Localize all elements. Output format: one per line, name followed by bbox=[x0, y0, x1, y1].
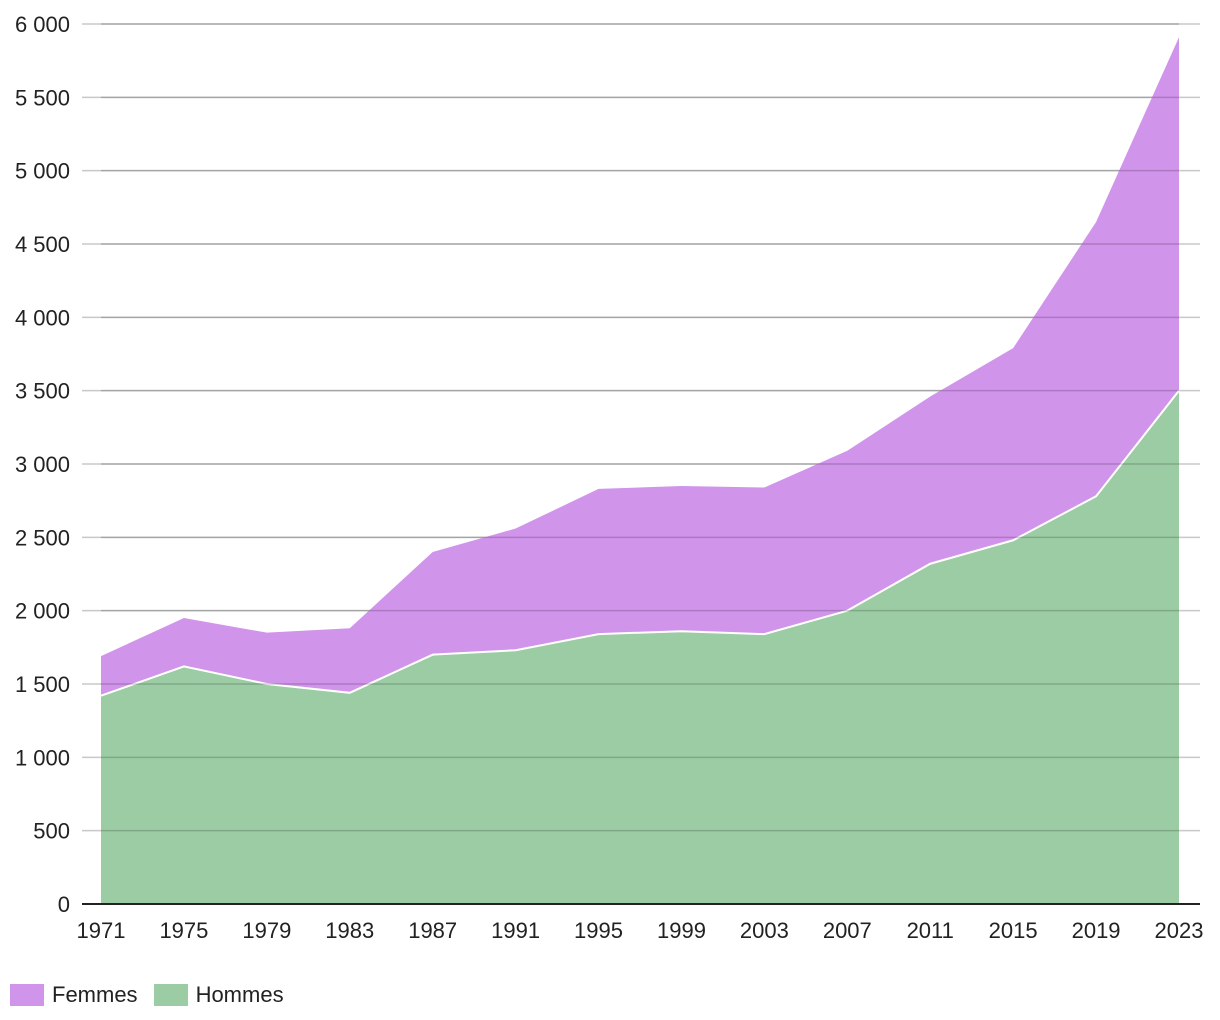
x-tick-label: 1987 bbox=[408, 918, 457, 943]
y-tick-label: 1 000 bbox=[15, 745, 70, 770]
x-tick-label: 2015 bbox=[989, 918, 1038, 943]
x-tick-label: 1971 bbox=[77, 918, 126, 943]
y-tick-label: 4 000 bbox=[15, 305, 70, 330]
y-tick-label: 500 bbox=[33, 819, 70, 844]
x-tick-label: 2003 bbox=[740, 918, 789, 943]
x-tick-label: 2011 bbox=[907, 918, 954, 943]
x-tick-label: 1975 bbox=[159, 918, 208, 943]
legend-label-femmes: Femmes bbox=[52, 982, 138, 1007]
x-tick-label: 1995 bbox=[574, 918, 623, 943]
x-tick-label: 2019 bbox=[1072, 918, 1121, 943]
x-tick-label: 2023 bbox=[1155, 918, 1204, 943]
x-tick-label: 2007 bbox=[823, 918, 872, 943]
area-chart: 0 500 1 000 1 500 2 000 2 500 3 000 3 500 4 000 4… bbox=[15, 12, 1204, 943]
y-tick-label: 3 000 bbox=[15, 452, 70, 477]
legend-label-hommes: Hommes bbox=[195, 982, 284, 1007]
legend-item-femmes: Femmes bbox=[10, 982, 138, 1008]
legend-swatch-hommes bbox=[153, 984, 188, 1006]
legend: Femmes Hommes bbox=[10, 982, 300, 1008]
area-hommes bbox=[101, 390, 1179, 905]
x-tick-label: 1983 bbox=[325, 918, 374, 943]
x-tick-label: 1991 bbox=[491, 918, 540, 943]
y-tick-label: 6 000 bbox=[15, 12, 70, 37]
y-tick-label: 0 bbox=[58, 892, 70, 917]
y-tick-label: 2 000 bbox=[15, 599, 70, 624]
y-tick-label: 5 000 bbox=[15, 159, 70, 184]
y-tick-label: 3 500 bbox=[15, 379, 70, 404]
series-boundary-line bbox=[100, 390, 1180, 697]
y-tick-label: 5 500 bbox=[15, 85, 70, 110]
legend-item-hommes: Hommes bbox=[153, 982, 284, 1008]
y-tick-label: 1 500 bbox=[15, 672, 70, 697]
legend-swatch-femmes bbox=[10, 984, 44, 1006]
x-tick-label: 1999 bbox=[657, 918, 706, 943]
x-tick-label: 1979 bbox=[242, 918, 291, 943]
area-femmes bbox=[101, 37, 1179, 696]
y-tick-label: 4 500 bbox=[15, 232, 70, 257]
y-tick-label: 2 500 bbox=[15, 525, 70, 550]
